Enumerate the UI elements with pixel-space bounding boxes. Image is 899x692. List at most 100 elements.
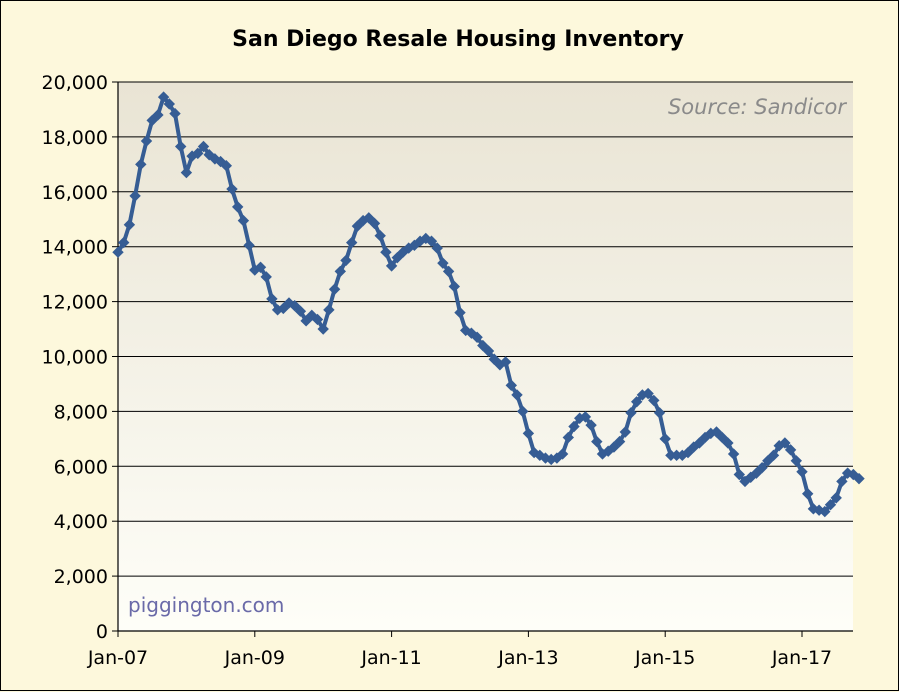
data-point	[608, 441, 620, 453]
data-point	[488, 353, 500, 365]
data-point	[568, 420, 580, 433]
data-point	[300, 315, 312, 327]
data-point	[659, 433, 671, 445]
gridlines	[118, 81, 853, 577]
data-point	[431, 242, 443, 254]
data-point	[767, 449, 780, 462]
data-point	[351, 220, 364, 232]
data-point	[630, 396, 643, 408]
y-tick-label: 16,000	[42, 182, 108, 204]
data-point	[311, 313, 324, 326]
x-tick-label: Jan-15	[634, 647, 695, 669]
data-point	[231, 201, 244, 213]
data-point	[260, 271, 272, 283]
data-point	[243, 239, 255, 252]
data-point	[192, 147, 204, 160]
data-point	[836, 475, 848, 488]
data-point	[819, 505, 831, 518]
data-point	[682, 446, 694, 459]
y-tick-label: 4,000	[54, 511, 108, 533]
data-point	[368, 217, 381, 230]
data-point	[824, 499, 837, 511]
data-point	[801, 488, 814, 500]
data-point	[642, 387, 654, 400]
data-point	[727, 448, 740, 460]
data-point	[454, 306, 466, 319]
data-point	[117, 236, 130, 249]
data-point	[562, 431, 575, 444]
data-point	[237, 214, 250, 227]
x-axis-tick-labels: Jan-07 Jan-09 Jan-11 Jan-13 Jan-15 Jan-17	[87, 647, 832, 669]
credit-annotation: piggington.com	[128, 593, 284, 617]
y-tick-label: 8,000	[54, 401, 108, 423]
x-tick-label: Jan-09	[224, 647, 285, 669]
data-point	[374, 230, 386, 242]
y-tick-label: 12,000	[42, 292, 108, 314]
x-tick-label: Jan-17	[771, 647, 832, 669]
data-point	[693, 437, 706, 449]
data-point	[129, 190, 141, 202]
data-point	[511, 389, 523, 401]
data-point	[328, 283, 341, 295]
data-point	[482, 345, 495, 357]
data-point	[266, 293, 278, 305]
data-point	[317, 323, 329, 335]
data-point	[579, 411, 592, 423]
data-point	[779, 437, 791, 449]
data-point	[437, 257, 449, 269]
data-point	[226, 183, 238, 195]
data-point	[277, 302, 290, 315]
data-point	[756, 461, 768, 474]
data-point	[323, 304, 335, 316]
data-point	[340, 254, 352, 267]
x-tick-label: Jan-07	[87, 647, 148, 669]
data-point	[146, 114, 158, 127]
data-point	[516, 405, 529, 418]
y-tick-label: 6,000	[54, 456, 108, 478]
data-point	[254, 261, 267, 273]
data-point	[784, 444, 797, 456]
data-point	[750, 467, 763, 479]
data-point	[499, 356, 512, 368]
data-point	[425, 235, 438, 247]
data-point	[220, 160, 233, 172]
y-tick-label: 0	[96, 621, 108, 643]
data-point	[556, 448, 569, 460]
data-point	[334, 265, 347, 278]
data-point	[197, 140, 210, 153]
data-point	[380, 246, 392, 258]
data-point	[613, 435, 626, 448]
data-point	[174, 140, 187, 153]
data-point	[363, 212, 375, 224]
data-point	[180, 166, 193, 179]
data-point	[442, 265, 455, 278]
data-point	[853, 472, 865, 485]
data-point	[790, 455, 803, 467]
data-point	[477, 339, 489, 352]
data-point	[157, 91, 170, 103]
chart-title: San Diego Resale Housing Inventory	[232, 27, 684, 52]
data-point	[585, 419, 597, 431]
data-point	[733, 468, 746, 481]
data-point	[710, 426, 723, 438]
y-tick-label: 14,000	[42, 237, 108, 259]
data-point	[625, 407, 637, 419]
data-point	[522, 427, 535, 440]
data-point	[135, 158, 147, 171]
data-point	[112, 246, 124, 258]
y-axis-tick-labels: 0 2,000 4,000 6,000 8,000 10,000 12,000 14,000 1…	[42, 72, 108, 643]
y-tick-label: 10,000	[42, 347, 108, 369]
data-point	[796, 466, 808, 478]
data-point	[391, 251, 404, 264]
x-tick-label: Jan-13	[497, 647, 558, 669]
data-point	[288, 300, 301, 312]
data-point	[762, 455, 774, 467]
y-tick-label: 2,000	[54, 566, 108, 588]
data-point	[722, 437, 734, 449]
data-point	[294, 305, 307, 317]
data-point	[140, 135, 153, 147]
data-point	[505, 379, 518, 392]
x-tick-label: Jan-11	[360, 647, 421, 669]
